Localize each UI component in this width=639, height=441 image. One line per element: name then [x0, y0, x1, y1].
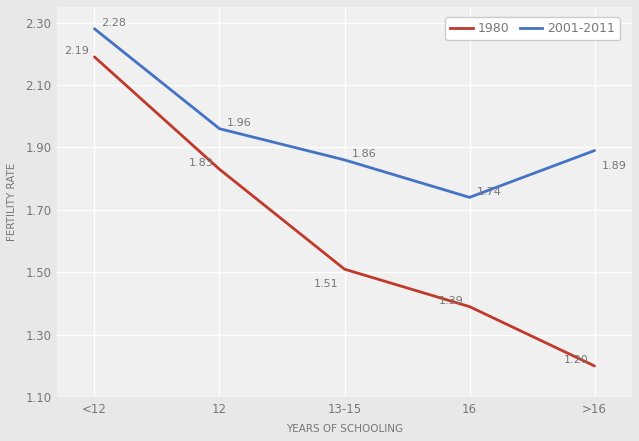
Text: 1.96: 1.96	[226, 118, 251, 128]
1980	[91, 54, 98, 60]
Text: 1.74: 1.74	[477, 187, 502, 197]
2001-2011	[215, 126, 223, 131]
Text: 2.19: 2.19	[64, 46, 89, 56]
Text: 1.89: 1.89	[601, 161, 626, 171]
Text: 1.86: 1.86	[351, 149, 376, 159]
Y-axis label: FERTILITY RATE: FERTILITY RATE	[7, 163, 17, 241]
Text: 1.39: 1.39	[439, 296, 464, 306]
Text: 1.83: 1.83	[189, 158, 213, 168]
Line: 1980: 1980	[95, 57, 594, 366]
Text: 2.28: 2.28	[102, 18, 127, 28]
2001-2011	[341, 157, 348, 163]
Legend: 1980, 2001-2011: 1980, 2001-2011	[445, 17, 620, 40]
2001-2011	[590, 148, 598, 153]
Line: 2001-2011: 2001-2011	[95, 29, 594, 198]
X-axis label: YEARS OF SCHOOLING: YEARS OF SCHOOLING	[286, 424, 403, 434]
1980	[466, 304, 473, 309]
1980	[341, 266, 348, 272]
Text: 1.20: 1.20	[564, 355, 589, 365]
1980	[215, 167, 223, 172]
2001-2011	[466, 195, 473, 200]
2001-2011	[91, 26, 98, 31]
Text: 1.51: 1.51	[314, 279, 339, 289]
1980	[590, 363, 598, 369]
